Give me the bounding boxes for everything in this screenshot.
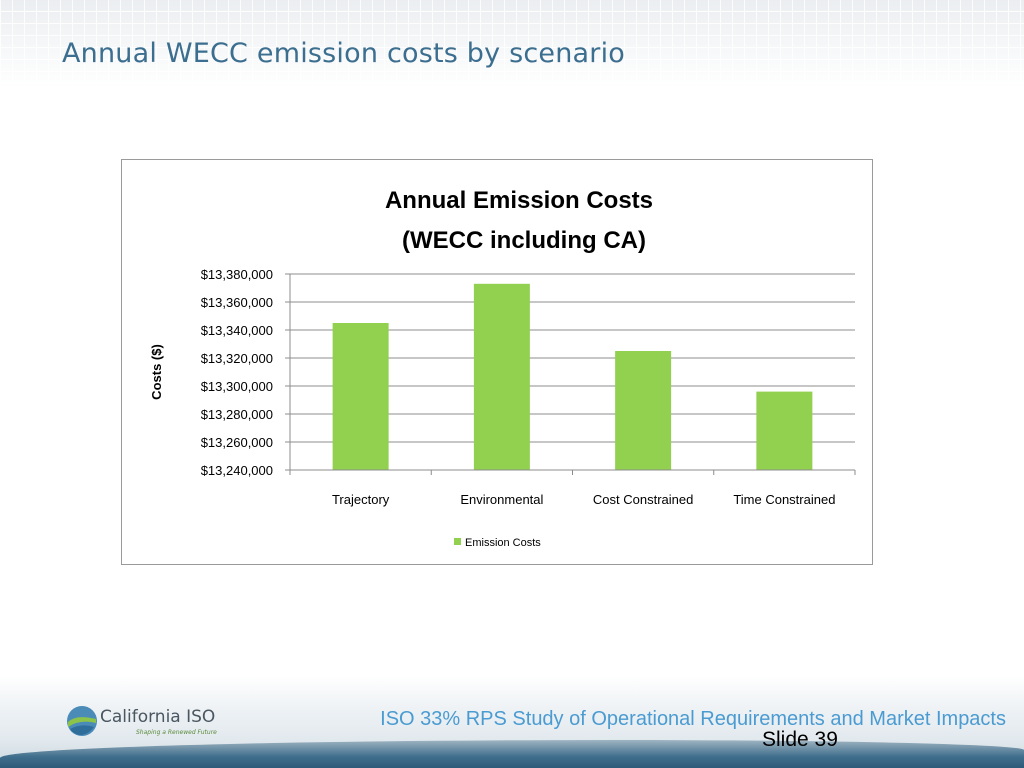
y-tick-label: $13,340,000	[201, 323, 273, 338]
california-iso-logo: California ISO Shaping a Renewed Future	[66, 703, 226, 743]
logo-tagline: Shaping a Renewed Future	[136, 729, 217, 736]
chart-subtitle: (WECC including CA)	[402, 227, 646, 254]
y-tick-label: $13,300,000	[201, 379, 273, 394]
header-pattern	[0, 0, 1024, 88]
bar	[756, 391, 813, 470]
y-tick-label: $13,280,000	[201, 407, 273, 422]
x-tick-label: Cost Constrained	[593, 492, 693, 507]
bar	[473, 283, 530, 470]
slide-number: Slide 39	[762, 728, 838, 751]
footer-wave	[0, 740, 1024, 768]
footer-text: ISO 33% RPS Study of Operational Require…	[380, 708, 1006, 730]
y-tick-label: $13,380,000	[201, 267, 273, 282]
logo-text: California ISO	[100, 707, 216, 727]
slide-title: Annual WECC emission costs by scenario	[62, 38, 626, 69]
bar	[615, 351, 672, 470]
legend-label: Emission Costs	[465, 537, 541, 549]
y-tick-label: $13,240,000	[201, 463, 273, 478]
x-tick-label: Trajectory	[332, 492, 390, 507]
y-tick-label: $13,260,000	[201, 435, 273, 450]
legend-swatch	[454, 538, 461, 545]
y-tick-label: $13,360,000	[201, 295, 273, 310]
bar	[332, 323, 389, 470]
x-tick-label: Time Constrained	[733, 492, 835, 507]
chart-frame: Annual Emission Costs (WECC including CA…	[121, 159, 873, 565]
y-tick-label: $13,320,000	[201, 351, 273, 366]
x-tick-label: Environmental	[460, 492, 543, 507]
chart-title: Annual Emission Costs	[385, 187, 653, 214]
emission-costs-chart: Annual Emission Costs (WECC including CA…	[149, 187, 856, 549]
y-axis-label: Costs ($)	[149, 344, 164, 400]
logo-globe-icon	[67, 706, 97, 736]
